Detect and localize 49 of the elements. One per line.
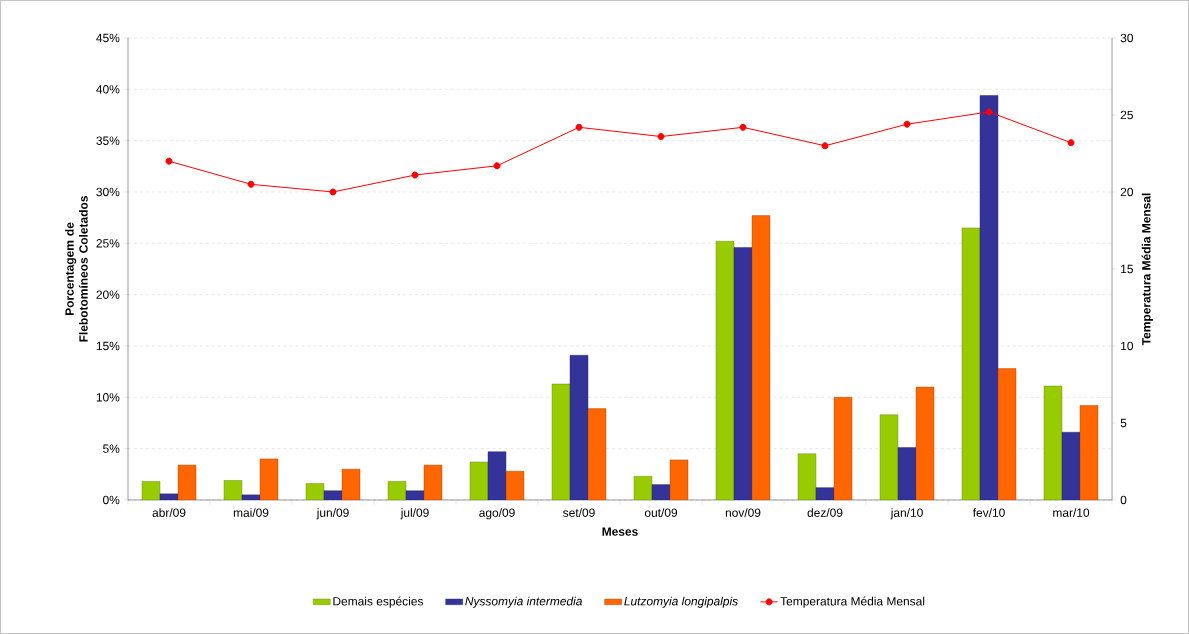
- x-tick-label: out/09: [644, 508, 678, 517]
- y2-tick-label: 20: [1120, 187, 1134, 197]
- x-axis-title: Meses: [602, 527, 638, 536]
- x-tick-label: jul/09: [400, 508, 429, 520]
- x-tick-label: ago/09: [479, 508, 515, 520]
- legend-label: Nyssomyia intermedia: [465, 596, 583, 608]
- point: [411, 171, 419, 179]
- y-axis-title: Porcentagem de Flebotomíneos Coletados: [65, 196, 88, 342]
- x-tick-label: mai/09: [233, 508, 269, 517]
- point: [821, 142, 829, 150]
- x-tick-label: dez/09: [807, 508, 843, 517]
- y-tick-label: 45%: [96, 33, 120, 43]
- x-tick-label: jan/10: [890, 508, 923, 520]
- y-tick-label: 20%: [96, 290, 120, 299]
- point: [1067, 139, 1075, 147]
- point: [575, 123, 583, 131]
- legend-label: Temperatura Média Mensal: [780, 596, 925, 608]
- x-tick-label: abr/09: [152, 508, 186, 517]
- y2-tick-label: 10: [1121, 341, 1134, 351]
- legend-label: Demais espécies: [333, 596, 423, 608]
- y-tick-label: 0%: [103, 495, 120, 505]
- x-tick-label: set/09: [563, 508, 595, 517]
- y-tick-label: 30%: [96, 187, 120, 197]
- y2-tick-label: 0: [1120, 495, 1127, 505]
- bar: [979, 95, 999, 500]
- y2-tick-label: 30: [1120, 33, 1134, 43]
- point: [985, 108, 993, 116]
- point: [165, 157, 173, 165]
- x-tick-label: fev/10: [972, 508, 1005, 517]
- y-tick-label: 10%: [96, 393, 120, 402]
- x-tick-label: nov/09: [725, 508, 761, 517]
- point: [739, 123, 747, 131]
- legend-label: Lutzomyia longipalpis: [624, 596, 738, 608]
- y-tick-label: 25%: [96, 239, 120, 248]
- y-tick-label: 35%: [96, 136, 120, 145]
- point: [329, 188, 337, 196]
- point: [493, 162, 501, 170]
- point: [657, 133, 665, 141]
- point: [247, 180, 255, 188]
- y2-axis-title: Temperatura Média Mensal: [1141, 193, 1153, 346]
- y-tick-label: 15%: [96, 341, 120, 351]
- point: [903, 120, 911, 128]
- y-tick-label: 5%: [103, 444, 120, 453]
- x-tick-label: mar/10: [1053, 508, 1090, 517]
- y2-tick-label: 5: [1120, 418, 1127, 428]
- y2-tick-label: 15: [1121, 264, 1133, 274]
- y-tick-label: 40%: [96, 85, 120, 94]
- y2-tick-label: 25: [1120, 110, 1133, 120]
- x-tick-label: jun/09: [316, 508, 349, 520]
